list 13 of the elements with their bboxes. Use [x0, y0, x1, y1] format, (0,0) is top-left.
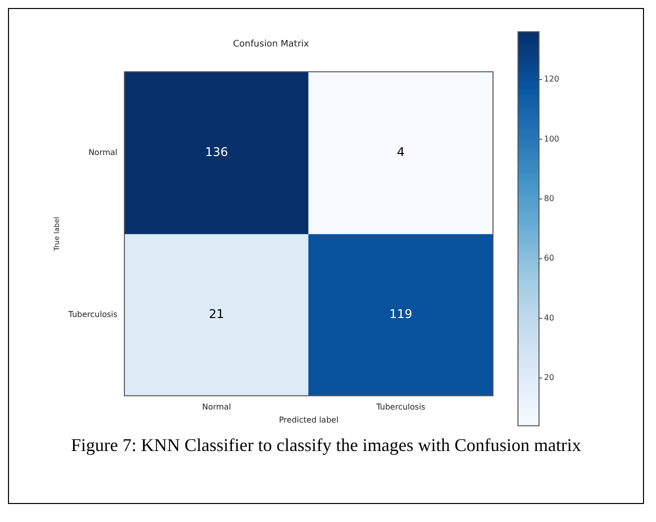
color-bar-label: 60: [544, 254, 554, 263]
caption: Figure 7: KNN Classifier to classify the images with Confusion matrix: [70, 434, 582, 456]
color-bar-label: 80: [544, 194, 554, 204]
x-axis-title: Predicted label: [278, 415, 338, 424]
color-bar-label: 100: [544, 134, 560, 144]
chart-title: Confusion Matrix: [233, 40, 310, 50]
color-bar-label: 20: [544, 373, 554, 382]
data-label: 136: [205, 144, 228, 159]
data-label: 21: [208, 306, 224, 321]
data-label: 4: [397, 144, 405, 159]
color-bar-label: 120: [544, 74, 560, 84]
data-label: 119: [389, 306, 412, 321]
color-bar-label: 40: [544, 313, 554, 322]
